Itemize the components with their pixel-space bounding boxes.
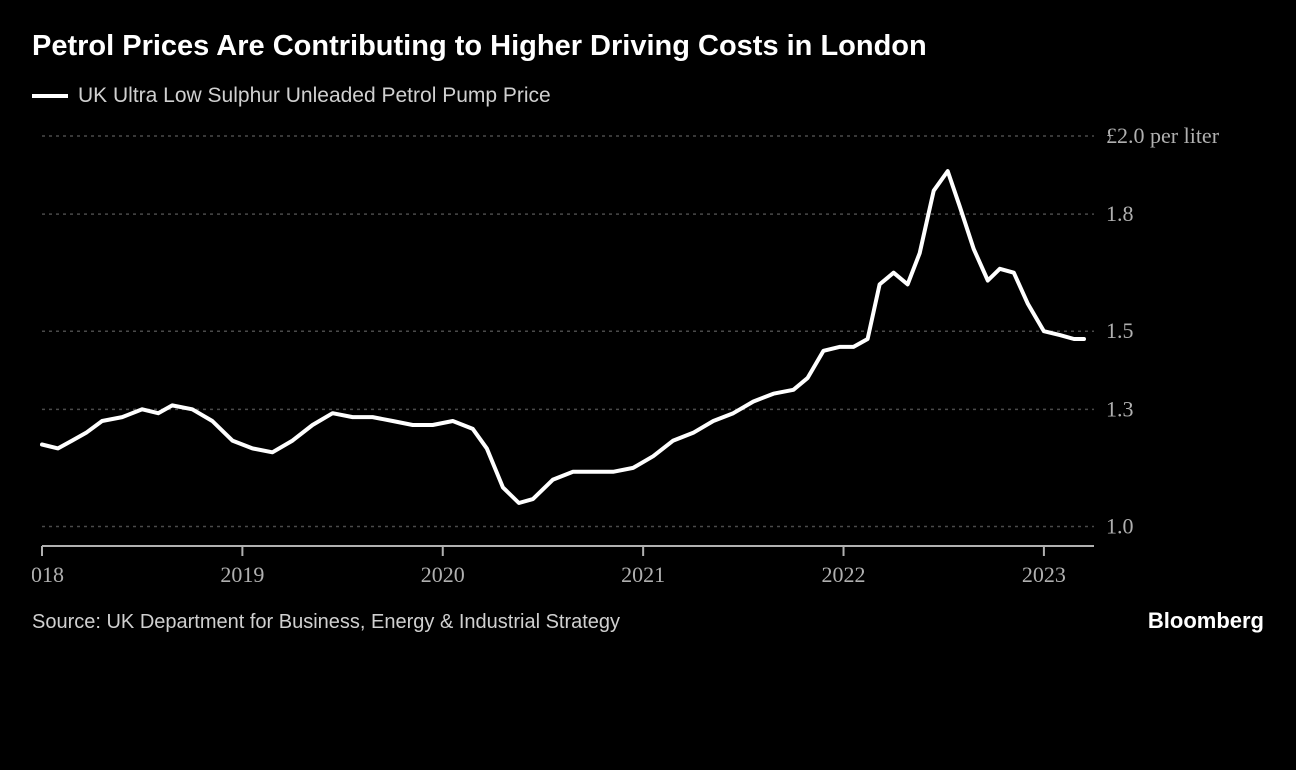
svg-text:1.5: 1.5 bbox=[1106, 318, 1134, 343]
svg-text:2020: 2020 bbox=[421, 562, 465, 587]
svg-text:2019: 2019 bbox=[220, 562, 264, 587]
svg-text:2018: 2018 bbox=[32, 562, 64, 587]
svg-text:£2.0 per liter: £2.0 per liter bbox=[1106, 123, 1220, 148]
legend: UK Ultra Low Sulphur Unleaded Petrol Pum… bbox=[32, 84, 1264, 108]
svg-text:2021: 2021 bbox=[621, 562, 665, 587]
chart-area: £2.0 per liter 1.8 1.5 1.3 1.0 2018 2019 2020 20… bbox=[32, 116, 1264, 596]
svg-text:1.8: 1.8 bbox=[1106, 201, 1134, 226]
svg-text:1.3: 1.3 bbox=[1106, 397, 1134, 422]
svg-text:2022: 2022 bbox=[822, 562, 866, 587]
legend-line-icon bbox=[32, 94, 68, 98]
line-chart-svg: £2.0 per liter 1.8 1.5 1.3 1.0 2018 2019 2020 20… bbox=[32, 116, 1264, 596]
brand-label: Bloomberg bbox=[1148, 608, 1264, 634]
svg-text:1.0: 1.0 bbox=[1106, 514, 1134, 539]
chart-title: Petrol Prices Are Contributing to Higher… bbox=[32, 28, 1264, 64]
legend-label: UK Ultra Low Sulphur Unleaded Petrol Pum… bbox=[78, 84, 551, 108]
source-text: Source: UK Department for Business, Ener… bbox=[32, 611, 620, 634]
svg-text:2023: 2023 bbox=[1022, 562, 1066, 587]
